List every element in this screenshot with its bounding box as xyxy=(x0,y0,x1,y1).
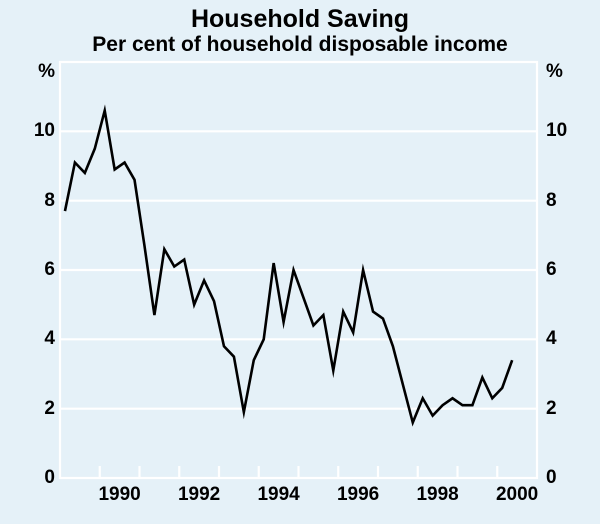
chart-subtitle: Per cent of household disposable income xyxy=(92,33,508,56)
left-axis-unit-label: % xyxy=(38,61,55,82)
y-axis-tick-label-right: 0 xyxy=(546,467,557,488)
saving-ratio-line xyxy=(63,104,514,427)
plot-frame xyxy=(58,60,539,480)
x-axis-tick-label: 2000 xyxy=(495,484,539,505)
y-axis-tick-label-right: 10 xyxy=(546,120,568,142)
chart-title: Household Saving xyxy=(190,5,410,33)
y-axis-tick-label-right: 6 xyxy=(546,259,557,280)
y-axis-tick-label-left: 4 xyxy=(44,328,55,350)
x-axis-tick-label: 1994 xyxy=(257,484,300,505)
y-axis-tick-label-left: 6 xyxy=(44,259,55,280)
y-axis-tick-label-left: 8 xyxy=(44,189,55,211)
x-axis-tick-label: 1996 xyxy=(336,484,380,505)
x-axis-tick-label: 1998 xyxy=(416,484,459,505)
y-axis-tick-label-right: 8 xyxy=(546,189,557,211)
y-axis-tick-label-right: 2 xyxy=(546,397,557,419)
x-axis-tick-label: 1992 xyxy=(177,484,221,505)
y-axis-tick-label-left: 0 xyxy=(44,467,55,488)
y-axis-tick-label-left: 2 xyxy=(44,397,55,419)
y-axis-tick-label-left: 10 xyxy=(33,120,55,142)
x-axis-tick-label: 1990 xyxy=(98,484,141,505)
right-axis-unit-label: % xyxy=(546,61,563,82)
y-axis-tick-label-right: 4 xyxy=(546,328,557,350)
